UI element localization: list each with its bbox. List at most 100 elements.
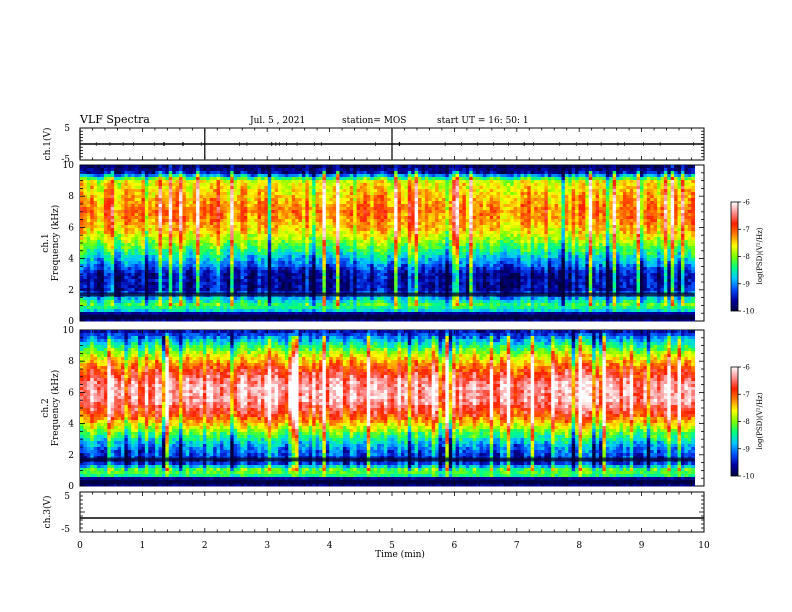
spectrogram-cell [223, 252, 228, 256]
spectrogram-cell [83, 261, 88, 265]
spectrogram-cell [86, 180, 91, 184]
spectrogram-cell [387, 222, 392, 226]
spectrogram-cell [93, 195, 98, 199]
spectrogram-cell [165, 252, 170, 256]
spectrogram-cell [322, 237, 327, 241]
spectrogram-cell [107, 282, 112, 286]
spectrogram-cell [237, 237, 241, 241]
spectrogram-cell [168, 240, 173, 244]
spectrogram-cell [366, 231, 371, 235]
spectrogram-cell [267, 249, 272, 253]
spectrogram-cell [360, 306, 364, 310]
spectrogram-cell [179, 285, 183, 289]
spectrogram-cell [237, 249, 241, 253]
spectrogram-cell [346, 246, 351, 250]
spectrogram-cell [267, 213, 272, 217]
spectrogram-cell [103, 180, 108, 184]
spectrogram-cell [288, 168, 293, 172]
spectrogram-cell [199, 180, 204, 184]
spectrogram-cell [363, 279, 368, 283]
spectrogram-cell [220, 165, 224, 169]
spectrogram-cell [339, 264, 344, 268]
spectrogram-cell [213, 273, 217, 277]
spectrogram-cell [172, 288, 177, 292]
spectrogram-cell [134, 273, 139, 277]
spectrogram-cell [356, 240, 361, 244]
spectrogram-cell [370, 273, 375, 277]
spectrogram-cell [336, 165, 340, 169]
spectrogram-cell [332, 201, 337, 205]
spectrogram-cell [223, 213, 228, 217]
spectrogram-cell [233, 270, 238, 274]
spectrogram-cell [216, 228, 221, 232]
spectrogram-cell [213, 216, 217, 220]
spectrogram-cell [308, 231, 313, 235]
spectrogram-cell [322, 171, 327, 175]
spectrogram-cell [336, 201, 340, 205]
spectrogram-cell [346, 189, 351, 193]
spectrogram-cell [185, 282, 190, 286]
spectrogram-cell [377, 309, 381, 313]
spectrogram-cell [322, 312, 327, 316]
spectrogram-cell [220, 195, 224, 199]
spectrogram-cell [254, 246, 258, 250]
spectrogram-cell [138, 171, 142, 175]
spectrogram-cell [86, 234, 91, 238]
spectrogram-cell [329, 318, 334, 322]
spectrogram-cell [349, 303, 354, 307]
spectrogram-cell [179, 231, 183, 235]
spectrogram-cell [366, 171, 371, 175]
spectrogram-cell [291, 231, 296, 235]
spectrogram-cell [220, 261, 224, 265]
spectrogram-cell [383, 192, 388, 196]
spectrogram-cell [322, 180, 327, 184]
spectrogram-cell [206, 267, 211, 271]
spectrogram-cell [250, 234, 255, 238]
spectrogram-cell [319, 210, 323, 214]
spectrogram-cell [223, 318, 228, 322]
spectrogram-cell [360, 318, 364, 322]
spectrogram-cell [298, 225, 303, 229]
spectrogram-cell [322, 201, 327, 205]
spectrogram-cell [168, 261, 173, 265]
spectrogram-cell [349, 168, 354, 172]
spectrogram-cell [216, 210, 221, 214]
spectrogram-cell [254, 282, 258, 286]
spectrogram-cell [370, 297, 375, 301]
spectrogram-cell [199, 300, 204, 304]
spectrogram-cell [202, 288, 207, 292]
spectrogram-cell [288, 279, 293, 283]
spectrogram-cell [179, 192, 183, 196]
spectrogram-cell [189, 309, 194, 313]
spectrogram-cell [284, 225, 289, 229]
spectrogram-cell [332, 282, 337, 286]
spectrogram-cell [301, 273, 306, 277]
spectrogram-cell [179, 282, 183, 286]
spectrogram-cell [138, 189, 142, 193]
spectrogram-cell [383, 174, 388, 178]
spectrogram-cell [267, 228, 272, 232]
spectrogram-cell [196, 225, 200, 229]
spectrogram-cell [90, 306, 95, 310]
spectrogram-cell [93, 186, 98, 190]
spectrogram-cell [175, 231, 180, 235]
spectrogram-cell [271, 261, 276, 265]
spectrogram-cell [199, 168, 204, 172]
spectrogram-cell [254, 183, 258, 187]
spectrogram-cell [383, 288, 388, 292]
spectrogram-cell [240, 312, 245, 316]
spectrogram-cell [216, 309, 221, 313]
spectrogram-cell [291, 288, 296, 292]
spectrogram-cell [383, 300, 388, 304]
spectrogram-cell [161, 282, 166, 286]
spectrogram-cell [360, 240, 364, 244]
spectrogram-cell [260, 246, 265, 250]
spectrogram-cell [100, 303, 105, 307]
spectrogram-cell [250, 228, 255, 232]
spectrogram-cell [291, 273, 296, 277]
spectrogram-cell [155, 222, 159, 226]
spectrogram-cell [90, 297, 95, 301]
spectrogram-cell [110, 198, 115, 202]
spectrogram-cell [319, 201, 323, 205]
spectrogram-cell [356, 222, 361, 226]
